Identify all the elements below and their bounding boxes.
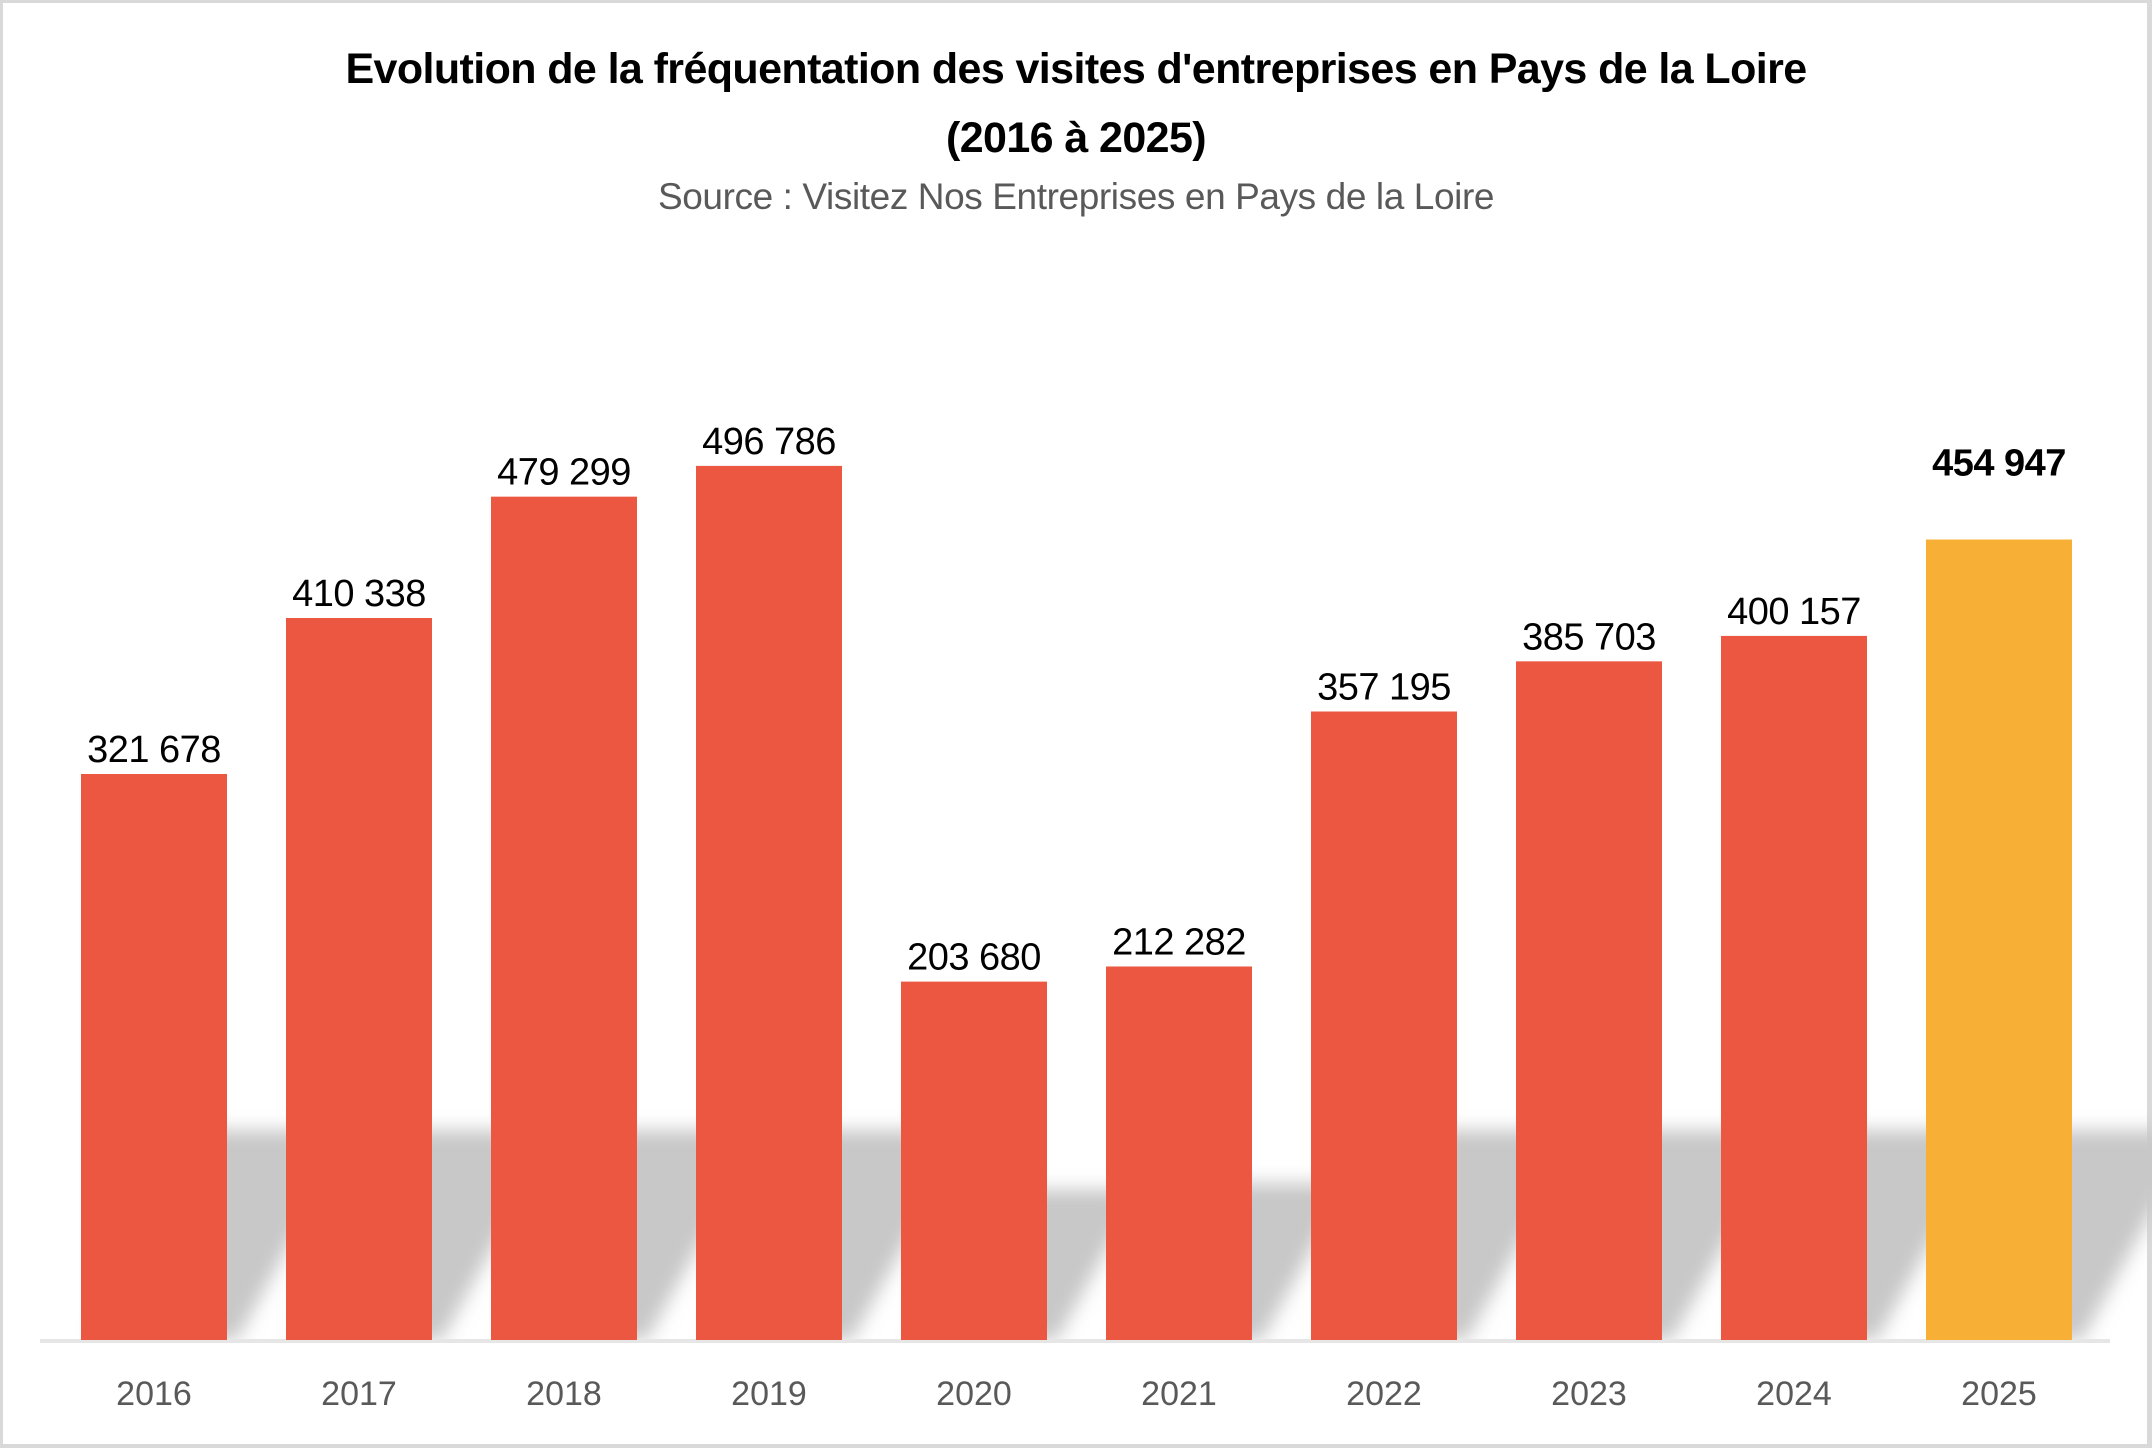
data-label-2025: 454 947 [1932, 443, 2066, 485]
bar-2025 [1926, 539, 2072, 1340]
x-tick-label-2016: 2016 [116, 1375, 192, 1413]
bar-2022 [1311, 711, 1457, 1340]
x-tick-label-2020: 2020 [936, 1375, 1012, 1413]
bar-2016 [81, 774, 227, 1340]
data-label-2019: 496 786 [702, 421, 836, 463]
chart-title-years: (2016 à 2025) [946, 114, 1207, 162]
bar-2024 [1721, 635, 1867, 1340]
bar-2018 [491, 496, 637, 1341]
chart-title: Evolution de la fréquentation des visite… [345, 45, 1807, 93]
data-label-2022: 357 195 [1317, 667, 1451, 709]
x-axis-tick-labels: 2016 2017 2018 2019 2020 2021 2022 2023 2024 2025 [116, 1375, 2037, 1413]
data-labels: 321 678 410 338 479 299 496 786 203 680 212 2… [87, 421, 2066, 979]
x-tick-label-2017: 2017 [321, 1375, 397, 1413]
chart-subtitle: Source : Visitez Nos Entreprises en Pays… [657, 176, 1495, 217]
data-label-2021: 212 282 [1112, 921, 1246, 963]
x-tick-label-2023: 2023 [1551, 1375, 1627, 1413]
x-tick-label-2018: 2018 [526, 1375, 602, 1413]
bar-2023 [1516, 661, 1662, 1340]
bar-2017 [286, 618, 432, 1340]
x-tick-label-2025: 2025 [1961, 1375, 2037, 1413]
x-tick-label-2022: 2022 [1346, 1375, 1422, 1413]
data-label-2016: 321 678 [87, 729, 221, 771]
bar-2020 [901, 981, 1047, 1340]
x-tick-label-2024: 2024 [1756, 1375, 1832, 1413]
bar-2019 [696, 465, 842, 1340]
bar-2021 [1106, 966, 1252, 1340]
data-label-2024: 400 157 [1727, 591, 1861, 633]
data-label-2020: 203 680 [907, 937, 1041, 979]
x-tick-label-2021: 2021 [1141, 1375, 1217, 1413]
x-tick-label-2019: 2019 [731, 1375, 807, 1413]
data-label-2018: 479 299 [497, 452, 631, 494]
data-label-2023: 385 703 [1522, 616, 1656, 658]
bars [81, 465, 2072, 1341]
data-label-2017: 410 338 [292, 573, 426, 615]
